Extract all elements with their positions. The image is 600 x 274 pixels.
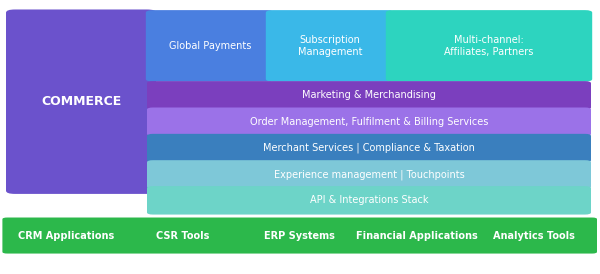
FancyBboxPatch shape: [6, 10, 156, 194]
Text: CRM Applications: CRM Applications: [17, 230, 114, 241]
Text: Analytics Tools: Analytics Tools: [493, 230, 575, 241]
Text: Subscription
Management: Subscription Management: [298, 35, 362, 57]
Text: Multi-channel:
Affiliates, Partners: Multi-channel: Affiliates, Partners: [445, 35, 533, 57]
Text: Financial Applications: Financial Applications: [356, 230, 478, 241]
Text: CSR Tools: CSR Tools: [156, 230, 209, 241]
FancyBboxPatch shape: [147, 107, 591, 136]
FancyBboxPatch shape: [147, 160, 591, 189]
Text: Global Payments: Global Payments: [169, 41, 251, 51]
FancyBboxPatch shape: [266, 10, 394, 82]
FancyBboxPatch shape: [146, 10, 274, 82]
Text: Merchant Services | Compliance & Taxation: Merchant Services | Compliance & Taxatio…: [263, 143, 475, 153]
Text: COMMERCE: COMMERCE: [41, 95, 121, 108]
Text: Marketing & Merchandising: Marketing & Merchandising: [302, 90, 436, 100]
FancyBboxPatch shape: [147, 186, 591, 215]
FancyBboxPatch shape: [147, 134, 591, 162]
Text: ERP Systems: ERP Systems: [264, 230, 335, 241]
FancyBboxPatch shape: [2, 218, 597, 253]
Text: Experience management | Touchpoints: Experience management | Touchpoints: [274, 169, 464, 180]
FancyBboxPatch shape: [386, 10, 592, 82]
Text: Order Management, Fulfilment & Billing Services: Order Management, Fulfilment & Billing S…: [250, 117, 488, 127]
Text: API & Integrations Stack: API & Integrations Stack: [310, 195, 428, 205]
FancyBboxPatch shape: [147, 81, 591, 110]
